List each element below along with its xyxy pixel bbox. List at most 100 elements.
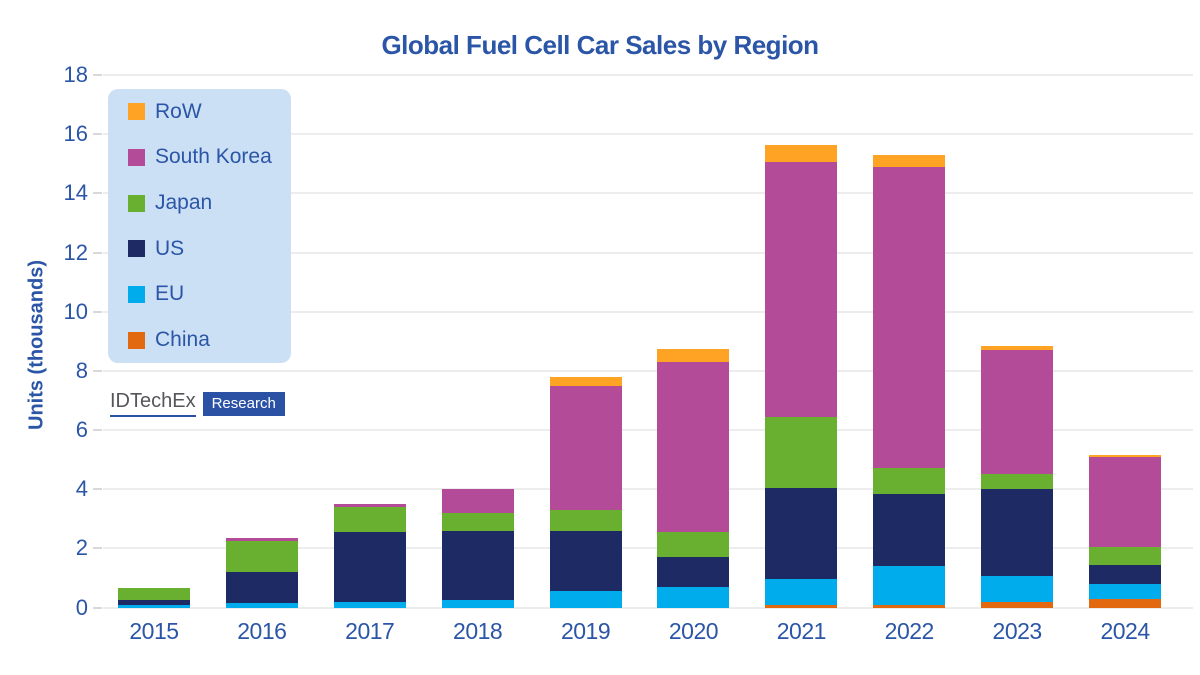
legend-item-japan: Japan <box>128 191 291 215</box>
gridline-8 <box>103 369 1193 372</box>
y-tick-16 <box>93 133 102 136</box>
y-tick-0 <box>93 606 102 609</box>
gridline-4 <box>103 488 1193 491</box>
bar-segment-2023-china <box>981 601 1054 608</box>
bar-segment-2020-eu <box>657 586 730 608</box>
bar-segment-2022-china <box>873 604 946 608</box>
bar-segment-2016-eu <box>225 603 298 608</box>
y-tick-6 <box>93 429 102 431</box>
bar-segment-2023-row <box>981 345 1054 351</box>
y-tick-label-18: 18 <box>63 62 88 87</box>
bar-segment-2019-south-korea <box>549 385 622 510</box>
bar-2016 <box>225 537 298 608</box>
bar-segment-2023-us <box>981 489 1054 577</box>
bar-segment-2018-south-korea <box>441 489 514 513</box>
y-tick-label-6: 6 <box>75 417 88 442</box>
y-tick-12 <box>93 251 102 254</box>
bar-2022 <box>873 154 946 608</box>
y-tick-label-12: 12 <box>63 239 88 265</box>
x-tick-label-2019: 2019 <box>560 618 611 644</box>
bar-segment-2018-japan <box>441 512 514 531</box>
bar-segment-2020-south-korea <box>657 361 730 533</box>
bar-segment-2015-us <box>117 600 190 605</box>
bar-2023 <box>981 345 1054 608</box>
bar-segment-2017-us <box>333 532 406 602</box>
bar-segment-2017-japan <box>333 506 406 533</box>
x-tick-label-2022: 2022 <box>884 618 935 644</box>
y-tick-label-0: 0 <box>75 594 88 620</box>
bar-2019 <box>549 376 622 608</box>
legend-label: China <box>155 328 210 352</box>
bar-segment-2019-row <box>549 376 622 386</box>
y-tick-label-4: 4 <box>75 476 88 502</box>
x-tick-label-2016: 2016 <box>237 618 287 644</box>
legend-label: EU <box>155 282 185 306</box>
bar-segment-2021-south-korea <box>765 162 838 417</box>
bar-segment-2021-japan <box>765 416 838 488</box>
bar-segment-2021-us <box>765 487 838 580</box>
legend-swatch-row-icon <box>128 103 145 121</box>
bar-segment-2018-eu <box>441 600 514 608</box>
bar-segment-2017-south-korea <box>333 503 406 507</box>
bar-segment-2019-eu <box>549 591 622 608</box>
idtechex-logo: IDTechEx Research <box>110 390 285 417</box>
bar-segment-2019-us <box>549 530 622 592</box>
legend-swatch-south-korea-icon <box>128 148 145 166</box>
bar-segment-2017-eu <box>333 601 406 608</box>
bar-segment-2023-eu <box>981 576 1054 602</box>
bar-segment-2020-us <box>657 557 730 587</box>
bar-segment-2023-japan <box>981 474 1054 490</box>
y-tick-label-14: 14 <box>63 180 88 206</box>
legend-item-us: US <box>128 237 291 261</box>
bar-segment-2022-south-korea <box>873 166 946 469</box>
bar-segment-2019-japan <box>549 509 622 531</box>
y-tick-label-8: 8 <box>75 357 88 383</box>
legend-swatch-us-icon <box>128 240 145 258</box>
bar-segment-2018-us <box>441 530 514 601</box>
bar-segment-2023-south-korea <box>981 350 1054 475</box>
legend-label: US <box>155 236 185 260</box>
gridline-16 <box>103 133 1193 136</box>
x-tick-label-2024: 2024 <box>1100 618 1150 644</box>
legend-item-eu: EU <box>128 282 291 306</box>
bar-2020 <box>657 348 730 608</box>
bar-segment-2022-us <box>873 493 946 567</box>
y-tick-14 <box>93 192 102 195</box>
legend-swatch-eu-icon <box>128 285 145 303</box>
y-axis-title: Units (thousands) <box>25 260 48 430</box>
gridline-14 <box>103 192 1193 195</box>
legend-swatch-china-icon <box>128 331 145 349</box>
bar-2015 <box>117 588 190 608</box>
y-tick-2 <box>93 547 102 550</box>
gridline-2 <box>103 547 1193 550</box>
y-tick-4 <box>93 488 102 491</box>
legend-item-china: China <box>128 328 291 352</box>
y-tick-8 <box>93 369 102 372</box>
bar-segment-2022-eu <box>873 566 946 605</box>
gridline-12 <box>103 251 1193 254</box>
bar-segment-2020-japan <box>657 532 730 558</box>
bar-segment-2020-row <box>657 348 730 362</box>
legend-label: South Korea <box>155 145 272 169</box>
legend-item-row: RoW <box>128 100 291 124</box>
y-tick-label-10: 10 <box>63 298 88 324</box>
bar-2018 <box>441 489 514 608</box>
bar-segment-2021-row <box>765 144 838 163</box>
bar-segment-2021-eu <box>765 579 838 605</box>
gridline-6 <box>103 429 1193 431</box>
x-tick-label-2015: 2015 <box>129 618 179 644</box>
logo-brand-text: IDTechEx <box>110 390 196 417</box>
gridline-18 <box>103 74 1193 76</box>
bar-segment-2022-row <box>873 154 946 167</box>
legend-swatch-japan-icon <box>128 194 145 212</box>
legend-label: RoW <box>155 99 202 123</box>
legend-item-south-korea: South Korea <box>128 145 291 169</box>
bar-segment-2024-row <box>1089 455 1162 457</box>
legend: RoW South Korea Japan US EU China <box>108 89 291 363</box>
bar-segment-2024-japan <box>1089 546 1162 565</box>
legend-label: Japan <box>155 191 213 215</box>
x-tick-label-2018: 2018 <box>453 618 503 644</box>
gridline-0 <box>103 606 1193 609</box>
bar-segment-2015-eu <box>117 604 190 608</box>
